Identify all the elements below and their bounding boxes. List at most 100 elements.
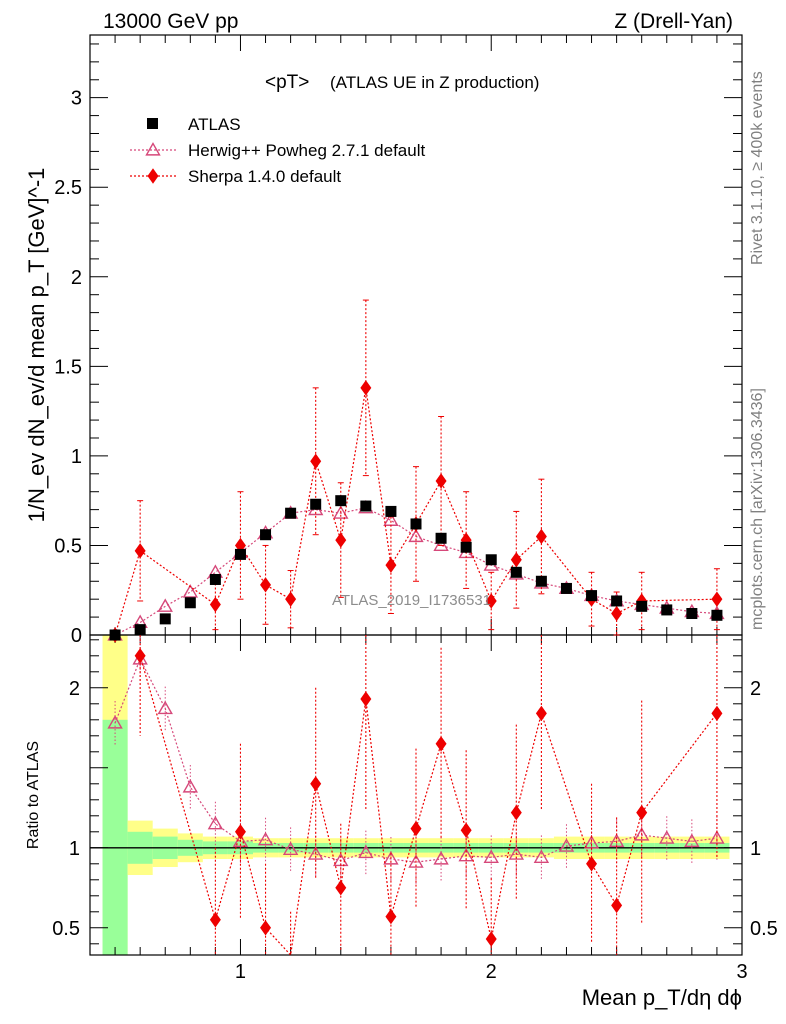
atlas-data-point — [460, 541, 472, 553]
x-tick-label: 3 — [736, 961, 747, 983]
ratio-y-tick-label: 1 — [69, 838, 80, 860]
sherpa-main-point — [310, 453, 322, 469]
process-label: Z (Drell-Yan) — [614, 10, 733, 33]
sherpa-main-point — [134, 543, 146, 559]
sherpa-ratio-point — [535, 705, 547, 722]
sherpa-main-point — [209, 596, 221, 613]
tick-labels: 1 2 300.511.522.530.5 0.51 12 2 — [52, 88, 778, 983]
sherpa-main-point — [285, 591, 297, 607]
main-y-axis-label: 1/N_ev dN_ev/d mean p_T [GeV]^-1 — [24, 168, 49, 523]
atlas-data-point — [285, 507, 297, 519]
sherpa-ratio-point — [360, 691, 372, 707]
herwig-ratio-point — [307, 846, 324, 860]
legend-entry-atlas: ATLAS — [188, 115, 241, 134]
atlas-data-point — [335, 495, 347, 507]
sherpa-ratio-point — [234, 824, 246, 840]
x-tick-label: 1 — [235, 961, 246, 983]
sherpa-main-point — [485, 593, 497, 609]
sherpa-main-point — [535, 528, 547, 545]
herwig-ratio-point — [408, 854, 424, 868]
sherpa-ratio-point — [335, 880, 347, 896]
sherpa-main-point — [435, 473, 447, 489]
ratio-y-tick-label: 0.5 — [52, 918, 80, 940]
herwig-ratio-point — [458, 847, 474, 862]
herwig-main-point — [182, 584, 199, 598]
main-y-tick-label: 2.5 — [54, 177, 82, 199]
sherpa-ratio-point — [636, 804, 648, 821]
sherpa-ratio-point — [460, 822, 472, 838]
herwig-ratio-point — [207, 815, 224, 830]
sherpa-ratio-line — [139, 655, 718, 957]
atlas-data-point — [586, 590, 598, 602]
x-axis-label: Mean p_T/dη dϕ — [582, 985, 742, 1010]
atlas-data-point — [310, 498, 322, 510]
watermark-label: ATLAS_2019_I1736531 — [332, 592, 491, 609]
atlas-data-point — [109, 629, 121, 641]
main-y-tick-label: 1.5 — [54, 356, 82, 378]
sherpa-main-point — [335, 532, 347, 548]
herwig-main-point — [333, 505, 349, 519]
sherpa-ratio-point — [260, 920, 272, 936]
legend-marker-atlas — [147, 118, 158, 129]
herwig-ratio-point — [433, 851, 449, 865]
atlas-data-point — [385, 505, 397, 517]
sherpa-main-point — [611, 605, 623, 622]
herwig-ratio-point — [533, 849, 550, 863]
energy-label: 13000 GeV pp — [103, 10, 238, 33]
sherpa-main-point — [360, 380, 372, 396]
x-tick-label: 2 — [486, 961, 497, 983]
ratio-plot-frame — [89, 634, 743, 956]
herwig-ratio-point — [508, 846, 525, 860]
herwig-ratio-point — [157, 700, 173, 715]
atlas-data-point — [510, 566, 522, 578]
herwig-main-point — [433, 537, 449, 552]
atlas-data-point — [209, 573, 221, 585]
rivet-label: Rivet 3.1.10, ≥ 400k events — [749, 71, 766, 265]
sherpa-main-point — [385, 557, 397, 573]
herwig-ratio-point — [633, 827, 650, 841]
sherpa-ratio-point — [510, 804, 522, 821]
atlas-data-point — [184, 597, 196, 609]
legend-marker-sherpa — [147, 168, 159, 184]
herwig-ratio-point — [483, 849, 499, 863]
herwig-ratio-point — [257, 831, 274, 846]
atlas-data-point — [636, 600, 648, 612]
herwig-ratio-point — [684, 833, 700, 847]
atlas-data-point — [260, 529, 272, 541]
herwig-main-point — [157, 598, 173, 612]
sherpa-ratio-point — [385, 908, 397, 925]
atlas-data-point — [159, 613, 171, 625]
sherpa-ratio-point — [435, 736, 447, 752]
sherpa-main-point — [260, 577, 272, 593]
sherpa-ratio-point — [410, 820, 422, 837]
ratio-y-tick-label-right: 1 — [750, 838, 761, 860]
herwig-ratio-point — [558, 838, 575, 852]
mcplots-label: mcplots.cern.ch [arXiv:1306.3436] — [749, 388, 766, 630]
legend-title-main: <pT> — [265, 72, 309, 93]
herwig-ratio-point — [358, 844, 374, 859]
sherpa-main-point — [510, 552, 522, 568]
herwig-ratio-point — [182, 779, 199, 793]
sherpa-ratio-point — [586, 856, 598, 872]
atlas-data-point — [535, 575, 547, 587]
ratio-y-tick-label-right: 0.5 — [750, 918, 778, 940]
atlas-data-point — [560, 582, 572, 594]
main-y-tick-label: 1 — [71, 446, 82, 468]
atlas-data-point — [435, 532, 447, 544]
herwig-ratio-point — [383, 851, 399, 865]
atlas-data-series — [109, 495, 723, 641]
sherpa-ratio-point — [209, 912, 221, 928]
main-y-tick-label: 0.5 — [54, 535, 82, 557]
herwig-ratio-point — [282, 841, 299, 855]
herwig-ratio-point — [659, 830, 675, 844]
atlas-data-point — [485, 554, 497, 566]
herwig-ratio-point — [107, 715, 123, 729]
sherpa-ratio-point — [711, 705, 723, 722]
legend-entry-sherpa: Sherpa 1.4.0 default — [188, 167, 341, 186]
herwig-ratio-point — [232, 833, 249, 847]
main-y-tick-label: 2 — [71, 267, 82, 289]
atlas-data-point — [234, 548, 246, 560]
atlas-data-point — [661, 604, 673, 616]
atlas-data-point — [686, 608, 698, 620]
